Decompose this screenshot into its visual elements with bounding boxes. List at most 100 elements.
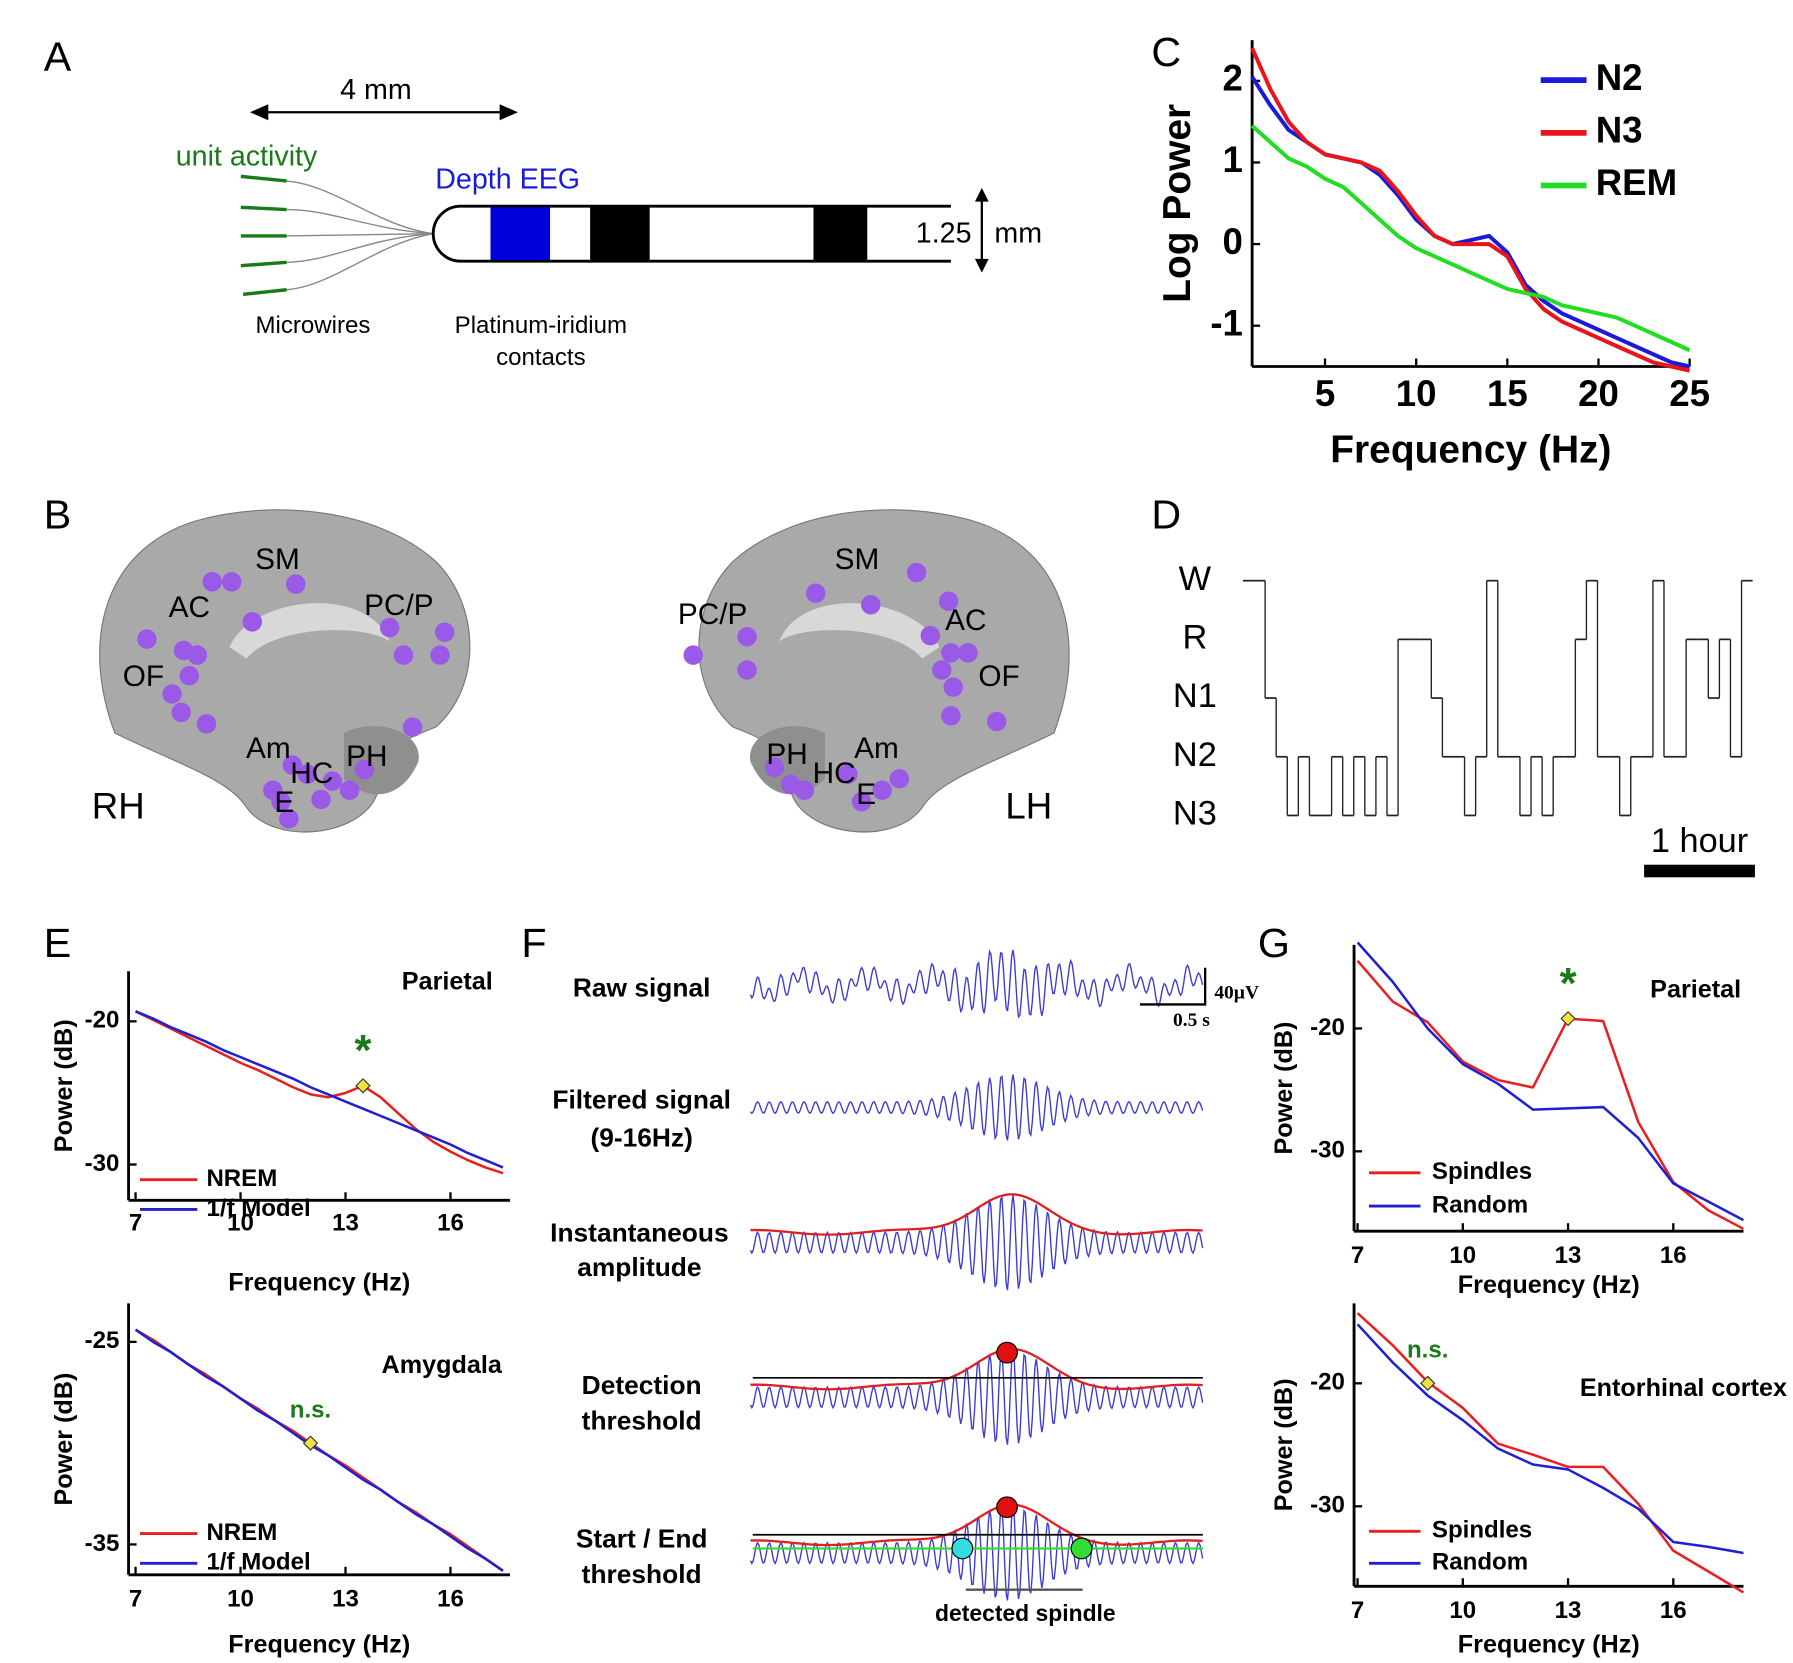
scale-bar-label: 1 hour — [1651, 822, 1748, 860]
chart-title: Entorhinal cortex — [1580, 1374, 1787, 1402]
electrode-site — [794, 780, 815, 801]
legend-label: NREM — [206, 1519, 277, 1546]
hemisphere-label: RH — [92, 785, 145, 826]
x-tick-label: 7 — [1351, 1597, 1364, 1624]
step-label: Raw signal — [573, 973, 711, 1003]
electrode-site — [943, 677, 963, 697]
x-tick-label: 13 — [332, 1210, 359, 1237]
region-label: SM — [835, 543, 880, 576]
y-tick-label: -30 — [85, 1150, 120, 1177]
y-tick-label: -25 — [85, 1327, 120, 1354]
step-label: Start / End — [576, 1523, 708, 1553]
legend-label: Spindles — [1432, 1158, 1532, 1185]
x-tick-label: 13 — [332, 1585, 359, 1612]
line — [242, 288, 287, 297]
y-tick-label: -1 — [1210, 302, 1243, 343]
panel-letter: G — [1258, 920, 1290, 966]
electrode-site — [137, 629, 157, 649]
region-label: E — [274, 786, 294, 819]
peak-marker — [355, 1078, 371, 1094]
waveform — [749, 1074, 1204, 1141]
step-label: Filtered signal — [552, 1085, 730, 1115]
electrode-site — [282, 755, 303, 775]
electrode-site — [242, 612, 262, 632]
wire-tips — [240, 174, 287, 297]
x-tick-label: 7 — [1351, 1242, 1364, 1269]
chart-title: Parietal — [1650, 975, 1741, 1003]
electrode-sites — [137, 562, 1007, 829]
electrode-site — [889, 769, 910, 789]
electrode-site — [737, 627, 757, 647]
region-label: OF — [123, 660, 164, 693]
y-tick-label: -35 — [85, 1530, 120, 1557]
x-tick-label: 10 — [1449, 1242, 1476, 1269]
legend-label: N3 — [1596, 110, 1643, 151]
peak-marker — [1420, 1375, 1436, 1392]
region-label: AC — [945, 604, 986, 637]
x-tick-label: 10 — [1396, 373, 1437, 414]
y-axis-label: Power (dB) — [50, 1019, 78, 1152]
y-tick-label: 0 — [1223, 221, 1243, 262]
end-dot — [1070, 1537, 1093, 1560]
scale-bar — [1139, 967, 1207, 1006]
line — [240, 260, 287, 268]
series-line — [134, 1010, 504, 1175]
peak-dot — [996, 1496, 1018, 1519]
y-axis-label: Power (dB) — [1270, 1022, 1298, 1155]
electrode-site — [938, 591, 959, 612]
line — [240, 174, 287, 183]
x-tick-label: 5 — [1315, 373, 1335, 414]
step-label: (9-16Hz) — [590, 1123, 692, 1153]
chart-title: Parietal — [402, 967, 493, 995]
electrode-site — [860, 594, 881, 615]
electrode-site — [932, 660, 952, 680]
contact — [590, 207, 650, 260]
electrode-site — [402, 717, 423, 738]
legend-label: Spindles — [1432, 1517, 1532, 1544]
region-label: E — [856, 778, 876, 811]
x-tick-label: 16 — [1660, 1242, 1687, 1269]
electrode-site — [393, 645, 414, 665]
x-tick-label: 13 — [1555, 1242, 1582, 1269]
electrode-site — [221, 572, 242, 592]
envelope — [750, 1193, 1203, 1236]
electrode-site — [354, 759, 375, 780]
panel-letter: C — [1151, 29, 1181, 75]
arrowhead — [499, 104, 518, 121]
electrode-site — [322, 771, 343, 791]
envelope — [750, 1503, 1203, 1547]
scale-amplitude: 40µV — [1214, 983, 1259, 1004]
panel-letter: D — [1151, 492, 1181, 538]
electrode-site — [379, 617, 400, 638]
legend-label: REM — [1596, 162, 1677, 203]
scale-time: 0.5 s — [1173, 1010, 1210, 1031]
series-line — [1250, 124, 1691, 353]
microwires-label: Microwires — [256, 312, 371, 339]
unit-activity-label: unit activity — [176, 141, 318, 173]
region-labels: SM AC PC/P OF Am HC PH E SM AC PC/P OF A… — [92, 543, 1052, 826]
x-tick-label: 25 — [1669, 373, 1710, 414]
y-tick-label: -30 — [1310, 1492, 1345, 1519]
charts: 5 10 15 20 25 -1 0 1 2 Frequency (Hz) Log Power N2 N… — [50, 40, 1787, 1658]
significance-label: n.s. — [290, 1396, 331, 1423]
contact-blue — [490, 207, 551, 260]
series-line — [1250, 47, 1691, 373]
step-label: amplitude — [577, 1252, 701, 1282]
stage-label: W — [1179, 560, 1212, 598]
electrode-site — [196, 714, 217, 734]
x-tick-label: 10 — [227, 1210, 254, 1237]
x-tick-label: 10 — [1449, 1597, 1476, 1624]
x-axis-label: Frequency (Hz) — [228, 1630, 410, 1658]
legend-label: Random — [1432, 1191, 1528, 1218]
cerebellum — [749, 726, 825, 795]
y-axis-label: Power (dB) — [50, 1373, 78, 1506]
microwires — [284, 180, 434, 291]
stage-label: N1 — [1173, 677, 1217, 715]
x-tick-label: 10 — [227, 1585, 254, 1612]
arrowhead — [974, 258, 989, 273]
spindle-waveforms — [749, 948, 1204, 1601]
contacts-label: Platinum-iridium — [455, 312, 627, 339]
x-axis-label: Frequency (Hz) — [1458, 1271, 1640, 1299]
chart-title: Amygdala — [382, 1351, 503, 1379]
